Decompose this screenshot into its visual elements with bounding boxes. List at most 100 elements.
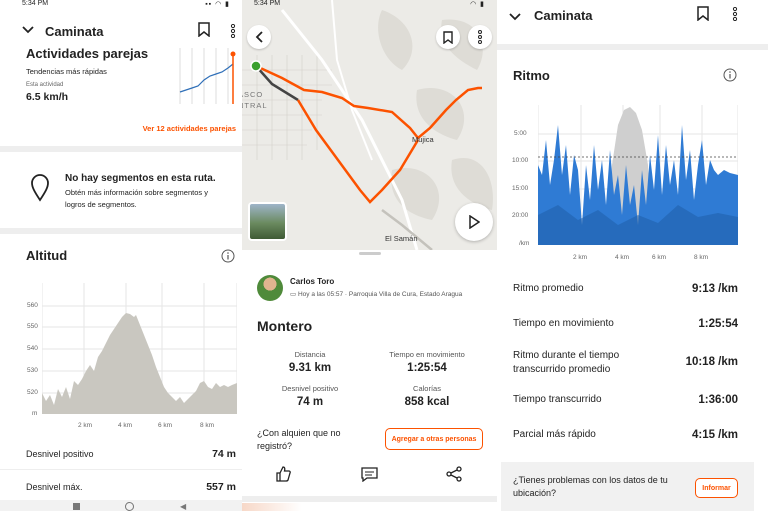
y-tick: 10:00 [512,157,529,164]
location-issue-text: ¿Tienes problemas con los datos de tu ub… [513,475,668,498]
similar-activities-heading: Actividades parejas [26,46,149,61]
close-chevron-icon[interactable] [509,9,521,27]
more-options-icon[interactable] [732,6,738,26]
more-options-icon[interactable] [230,23,236,43]
y-tick: 20:00 [512,212,529,219]
x-tick: 8 km [694,254,709,261]
stat-moving-time: Tiempo en movimiento 1:25:54 [389,350,465,374]
metric-value: 1:25:54 [698,318,738,330]
x-tick: 4 km [118,422,133,429]
map-label: NTRAL [242,101,268,110]
stat-distance: Distancia 9.31 km [288,350,332,374]
back-chevron-icon[interactable] [22,24,34,38]
section-divider [0,228,242,234]
status-icons: ◠ ▮ [470,1,485,8]
metric-label: Tiempo transcurrido [513,394,602,405]
kudos-icon[interactable] [275,466,291,487]
elapsed-time-row: Tiempo transcurrido 1:36:00 [513,394,738,408]
avatar[interactable] [257,275,283,301]
stat-calories: Calorías 858 kcal [404,384,450,408]
play-icon [469,215,480,229]
this-activity-label: Esta actividad [26,82,64,88]
y-tick: 520 [27,389,38,396]
x-tick: 2 km [78,422,93,429]
this-activity-value: 6.5 km/h [26,91,69,103]
pace-area [538,105,738,245]
view-similar-link[interactable]: Ver 12 actividades parejas [142,124,236,133]
bookmark-icon[interactable] [198,22,210,42]
metric-label: Ritmo durante el tiempo transcurrido pro… [513,350,620,375]
fastest-split-row: Parcial más rápido 4:15 /km [513,429,738,443]
home-icon[interactable] [125,502,134,511]
map-label: ASCO [242,90,264,99]
x-tick: 8 km [200,422,215,429]
play-flyover-button[interactable] [455,203,493,241]
more-options-button[interactable] [468,25,492,49]
metric-label: Ritmo promedio [513,283,584,294]
section-divider [0,146,242,152]
drag-handle[interactable] [359,252,381,255]
back-icon[interactable]: ◀ [180,502,187,511]
chevron-left-icon [255,31,263,43]
altitude-heading: Altitud [26,248,68,263]
add-others-button[interactable]: Agregar a otras personas [385,428,483,450]
trend-mini-chart [179,48,236,104]
athlete-name[interactable]: Carlos Toro [290,277,335,286]
y-tick: 5:00 [514,130,527,137]
info-icon[interactable] [221,249,235,268]
y-tick: 540 [27,345,38,352]
moving-time-row: Tiempo en movimiento 1:25:54 [513,318,738,332]
max-elevation-label: Desnivel máx. [26,482,83,492]
location-issue-banner: ¿Tienes problemas con los datos de tu ub… [501,462,754,511]
metric-value: 1:36:00 [698,394,738,406]
tag-others-question: ¿Con alquien que no registró? [257,428,341,451]
metric-label: Tiempo en movimiento [513,318,614,329]
pace-heading: Ritmo [513,68,550,83]
stat-elevation-gain: Desnivel positivo 74 m [281,384,339,408]
altitude-chart: 560 550 540 530 520 m 2 km 4 km 6 km 8 k… [0,283,242,433]
elevation-gain-value: 74 m [212,448,236,460]
walking-icon: ▭ [290,291,298,298]
metric-value: 10:18 /km [685,356,738,368]
x-tick: 2 km [573,254,588,261]
bookmark-icon [443,30,453,44]
altitude-area [42,283,237,414]
page-title: Caminata [45,24,104,39]
share-icon[interactable] [446,466,462,487]
max-elevation-value: 557 m [206,481,236,493]
y-tick: 15:00 [512,185,529,192]
info-icon[interactable] [723,68,737,87]
map-label: Mujica [412,135,434,144]
elevation-gain-label: Desnivel positivo [26,449,94,459]
metric-value: 9:13 /km [691,283,738,295]
y-tick: 560 [27,302,38,309]
status-bar: 5:34 PM ◠ ▮ [242,0,497,10]
page-title: Caminata [534,8,593,23]
nav-bar: ◀ [0,500,242,511]
status-time: 5:34 PM [22,0,49,7]
pace-panel: Caminata Ritmo 5:00 10:00 15:00 20:00 /k… [497,0,768,511]
y-tick: 550 [27,323,38,330]
comment-icon[interactable] [361,467,378,487]
map-pin-icon [31,174,49,207]
bookmark-icon[interactable] [697,6,709,26]
recent-apps-icon[interactable] [73,503,80,510]
more-options-icon [478,30,482,44]
report-button[interactable]: Informar [695,478,738,498]
activity-meta: ▭ Hoy a las 05:57 · Parroquia Villa de C… [290,291,463,298]
elapsed-avg-pace-row: Ritmo durante el tiempo transcurrido pro… [513,349,738,377]
y-tick: 530 [27,367,38,374]
back-button[interactable] [247,25,271,49]
y-unit: /km [519,240,530,247]
status-bar: 5:34 PM ▪▪ ◠ ▮ [0,0,242,10]
x-tick: 6 km [158,422,173,429]
no-segments-heading: No hay segmentos en esta ruta. [65,173,216,184]
photo-thumbnail[interactable] [248,202,287,241]
x-tick: 4 km [615,254,630,261]
bookmark-button[interactable] [436,25,460,49]
route-map[interactable]: ASCO NTRAL Mujica El Samán 5:34 PM ◠ ▮ [242,0,497,250]
no-segments-body: Obtén más información sobre segmentos y … [65,188,208,209]
activity-title: Montero [257,318,313,334]
activity-panel-left: 5:34 PM ▪▪ ◠ ▮ Caminata Actividades pare… [0,0,242,511]
status-icons: ▪▪ ◠ ▮ [205,1,230,8]
